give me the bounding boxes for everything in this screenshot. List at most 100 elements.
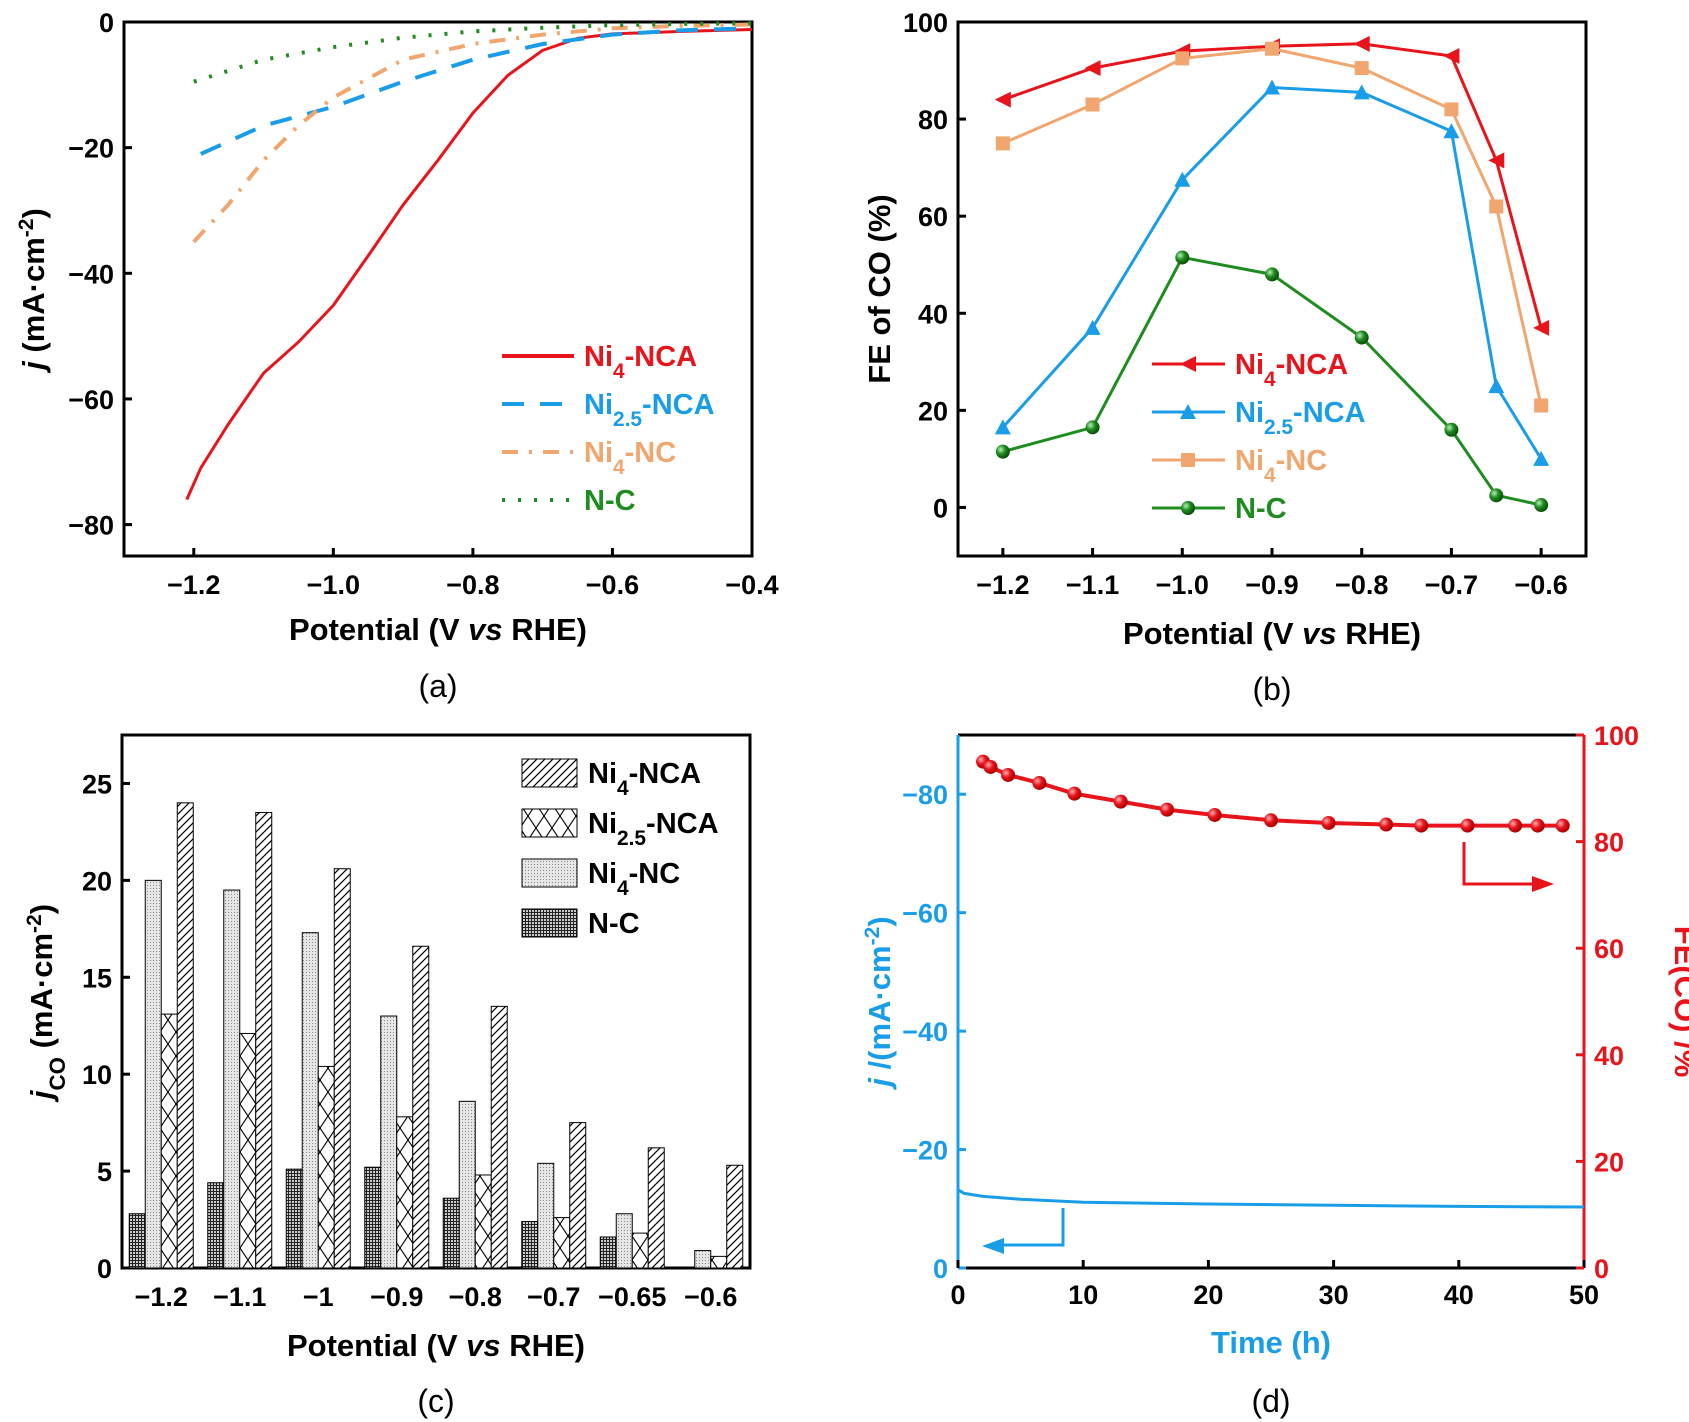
right-y-axis-label: FE(CO) /% xyxy=(1668,926,1689,1078)
x-tick-label: 30 xyxy=(1319,1280,1349,1310)
marker-square xyxy=(1085,97,1100,112)
x-tick-label: −1.2 xyxy=(167,570,220,600)
bar xyxy=(631,1232,649,1269)
y-axis-label: j (mA·cm-2) xyxy=(15,208,52,374)
marker-circle xyxy=(1175,250,1190,265)
y-tick-label: 0 xyxy=(97,1254,112,1284)
fe-marker xyxy=(1379,817,1394,832)
bar xyxy=(474,1174,492,1269)
bar xyxy=(615,1213,633,1269)
fe-marker xyxy=(1113,794,1128,809)
bar xyxy=(569,1122,587,1269)
x-tick-label: 10 xyxy=(1068,1280,1098,1310)
x-tick-label: 50 xyxy=(1569,1280,1599,1310)
x-tick-label: −1.0 xyxy=(307,570,360,600)
arrow-head-right xyxy=(1532,876,1554,892)
x-tick-label: 20 xyxy=(1193,1280,1223,1310)
arrow-head-left xyxy=(982,1238,1004,1254)
y-tick-label: 10 xyxy=(82,1060,112,1090)
y-tick-label: 80 xyxy=(918,105,948,135)
fe-marker xyxy=(1321,815,1336,830)
panel-a xyxy=(122,20,754,558)
current-line xyxy=(957,1188,1585,1209)
x-tick-label: −0.4 xyxy=(725,570,778,600)
x-tick-label: −0.7 xyxy=(1425,570,1478,600)
arrow-right-axis xyxy=(1462,842,1540,886)
series-line-3 xyxy=(1002,255,1542,507)
x-tick-label: −1 xyxy=(303,1282,334,1312)
bar xyxy=(301,932,319,1269)
legend-label: Ni2.5-NCA xyxy=(584,389,715,431)
right-y-tick-label: 40 xyxy=(1594,1041,1624,1071)
y-tick-label: 60 xyxy=(918,202,948,232)
series-line-1 xyxy=(199,26,753,156)
x-tick-label: −0.65 xyxy=(598,1282,666,1312)
fe-marker xyxy=(1460,818,1475,833)
panel-c xyxy=(120,733,752,1270)
panel-caption: (a) xyxy=(418,668,457,704)
legend-label: Ni2.5-NCA xyxy=(588,808,719,850)
marker-circle xyxy=(995,444,1010,459)
bar xyxy=(239,1032,257,1269)
x-tick-label: −0.9 xyxy=(1245,570,1298,600)
y-axis-label: FE of CO (%) xyxy=(862,194,897,383)
legend-swatch xyxy=(521,758,578,788)
bar xyxy=(458,1100,476,1269)
bar xyxy=(160,1013,178,1269)
marker-square xyxy=(1265,41,1279,56)
right-y-tick-label: 20 xyxy=(1594,1147,1624,1177)
y-tick-label: 5 xyxy=(97,1157,112,1187)
bar xyxy=(521,1220,539,1269)
bar xyxy=(285,1168,303,1269)
fe-marker xyxy=(1414,818,1429,833)
legend-label: Ni4-NC xyxy=(1235,445,1327,487)
y-tick-label: 25 xyxy=(82,769,112,799)
marker-triangle-up xyxy=(1443,123,1460,139)
x-axis-label: Potential (V vs RHE) xyxy=(1123,616,1421,651)
marker-square xyxy=(995,136,1010,151)
y-tick-label: 0 xyxy=(933,1254,948,1284)
series-line-2 xyxy=(1002,47,1543,406)
bar xyxy=(364,1166,382,1269)
marker-triangle-up xyxy=(1180,404,1196,419)
x-axis-label: Potential (V vs RHE) xyxy=(289,612,587,647)
fe-marker xyxy=(1160,802,1175,817)
legend-label: Ni4-NC xyxy=(588,858,680,900)
marker-square xyxy=(1181,453,1195,467)
legend-label: N-C xyxy=(584,485,636,517)
x-tick-label: −1.1 xyxy=(213,1282,266,1312)
bar xyxy=(380,1015,398,1269)
y-tick-label: −60 xyxy=(902,899,948,929)
y-tick-label: −60 xyxy=(68,385,114,415)
plot-frame xyxy=(122,20,754,558)
bar xyxy=(255,812,273,1269)
right-y-tick-label: 0 xyxy=(1594,1254,1609,1284)
x-tick-label: −0.6 xyxy=(1514,570,1567,600)
bar xyxy=(553,1217,571,1269)
series-line-3 xyxy=(193,21,753,84)
marker-square xyxy=(1444,102,1459,117)
bar xyxy=(333,868,351,1269)
plot-frame xyxy=(120,733,752,1270)
x-tick-label: −0.9 xyxy=(370,1282,423,1312)
marker-triangle-up xyxy=(1084,319,1101,335)
bar xyxy=(128,1213,146,1269)
bar xyxy=(599,1236,617,1269)
fe-marker xyxy=(1207,807,1222,822)
arrow-left-axis xyxy=(998,1208,1065,1247)
x-tick-label: −0.8 xyxy=(449,1282,502,1312)
fe-marker xyxy=(1264,813,1278,828)
y-tick-label: 20 xyxy=(82,866,112,896)
series-line-1 xyxy=(1001,85,1543,460)
marker-circle xyxy=(1181,501,1195,515)
fe-marker xyxy=(983,759,998,774)
marker-circle xyxy=(1265,267,1279,282)
panel-caption: (c) xyxy=(417,1383,454,1419)
marker-square xyxy=(1534,398,1549,413)
legend-label: Ni4-NCA xyxy=(584,341,697,383)
y-tick-label: −20 xyxy=(902,1136,948,1166)
marker-square xyxy=(1354,61,1369,76)
x-tick-label: −1.0 xyxy=(1156,570,1209,600)
marker-circle xyxy=(1444,422,1459,437)
legend-label: N-C xyxy=(1235,493,1287,525)
